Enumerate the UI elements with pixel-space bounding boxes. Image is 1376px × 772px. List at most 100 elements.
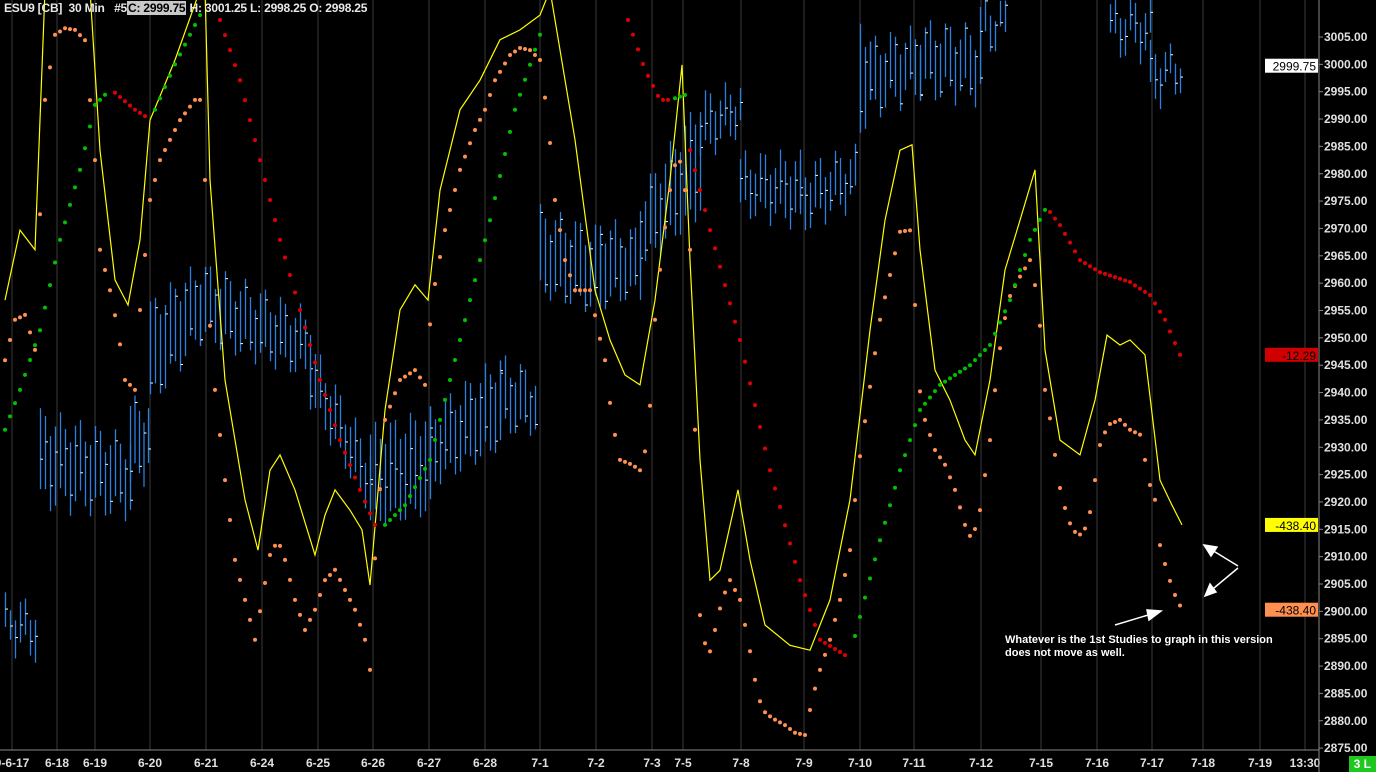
ma-dot-up — [178, 52, 182, 57]
orange-dot — [768, 714, 772, 719]
ma-dot-down — [273, 217, 277, 222]
orange-dot — [958, 505, 962, 510]
orange-dot — [463, 154, 467, 159]
orange-dot — [1068, 521, 1072, 526]
orange-dot — [138, 307, 142, 312]
ma-dot-down — [753, 403, 757, 408]
orange-dot — [398, 377, 402, 382]
ma-dot-up — [898, 468, 902, 473]
orange-dot — [998, 346, 1002, 351]
orange-dot — [833, 617, 837, 622]
ma-dot-up — [993, 331, 997, 336]
orange-dot — [983, 473, 987, 478]
y-tick-label: 2970.00 — [1324, 221, 1368, 235]
ma-dot-down — [783, 523, 787, 528]
y-tick-label: 2945.00 — [1324, 358, 1368, 372]
orange-dot — [128, 382, 132, 387]
ma-dot-down — [238, 78, 242, 83]
ma-dot-up — [1013, 283, 1017, 288]
orange-dot — [623, 459, 627, 464]
orange-dot — [168, 137, 172, 142]
ma-dot-down — [1058, 223, 1062, 228]
ma-dot-up — [973, 358, 977, 363]
ma-dot-up — [58, 237, 62, 242]
ma-dot-up — [198, 13, 202, 18]
orange-dot — [838, 597, 842, 602]
orange-dot — [633, 464, 637, 469]
orange-dot — [753, 677, 757, 682]
last-price-label: 2999.75 — [1273, 60, 1317, 74]
orange-dot — [1113, 419, 1117, 424]
ma-dot-down — [1153, 301, 1157, 306]
ma-dot-up — [78, 167, 82, 172]
orange-dot — [1033, 283, 1037, 288]
ma-dot-down — [278, 237, 282, 242]
ma-dot-down — [328, 408, 332, 413]
orange-dot — [588, 288, 592, 293]
status-badge[interactable]: 3 L — [1348, 756, 1376, 772]
orange-dot — [1058, 486, 1062, 491]
ma-dot-down — [1063, 231, 1067, 236]
ma-dot-up — [488, 218, 492, 223]
orange-dot — [423, 382, 427, 387]
x-tick-label: 6-26 — [361, 756, 385, 770]
orange-dot — [933, 447, 937, 452]
ma-dot-down — [688, 148, 692, 153]
ma-dot-down — [626, 18, 630, 23]
orange-dot — [418, 375, 422, 380]
x-tick-label: 7-5 — [674, 756, 692, 770]
orange-dot — [408, 371, 412, 376]
ma-dot-down — [708, 228, 712, 233]
x-tick-label: 6-19 — [83, 756, 107, 770]
ohl-values: H: 3001.25 L: 2998.25 O: 2998.25 — [189, 1, 368, 15]
orange-dot — [938, 455, 942, 460]
orange-dot — [113, 313, 117, 318]
orange-dot — [48, 65, 52, 70]
orange-dot — [718, 606, 722, 611]
ma-dot-down — [298, 307, 302, 312]
orange-dot — [338, 577, 342, 582]
orange-dot — [103, 268, 107, 273]
orange-dot — [1053, 452, 1057, 457]
ma-dot-down — [368, 511, 372, 516]
ma-dot-up — [878, 538, 882, 543]
ma-dot-down — [768, 468, 772, 473]
ma-dot-down — [823, 640, 827, 645]
orange-dot — [473, 127, 477, 132]
orange-dot — [148, 198, 152, 203]
orange-dot — [1008, 294, 1012, 299]
ma-dot-up — [478, 258, 482, 263]
ma-dot-up — [518, 92, 522, 97]
ma-dot-down — [713, 246, 717, 251]
x-tick-label: 6-21 — [194, 756, 218, 770]
ma-dot-up — [458, 338, 462, 343]
orange-dot — [233, 557, 237, 562]
ma-dot-up — [43, 305, 47, 310]
ma-dot-down — [1123, 278, 1127, 283]
ma-dot-down — [803, 593, 807, 598]
ma-dot-up — [398, 508, 402, 513]
orange-dot — [33, 347, 37, 352]
y-tick-label: 2875.00 — [1324, 741, 1368, 755]
orange-dot — [1103, 430, 1107, 435]
orange-dot — [553, 198, 557, 203]
ma-dot-down — [656, 93, 660, 98]
ma-dot-down — [343, 450, 347, 455]
ma-dot-down — [1138, 286, 1142, 291]
orange-dot — [243, 597, 247, 602]
ma-dot-down — [373, 522, 377, 527]
ma-dot-down — [763, 446, 767, 451]
annotation-line-2: does not move as well. — [1005, 647, 1125, 659]
orange-dot — [953, 487, 957, 492]
orange-dot — [583, 288, 587, 293]
ma-dot-down — [1053, 216, 1057, 221]
orange-dot — [763, 710, 767, 715]
orange-dot — [963, 522, 967, 527]
orange-dot — [8, 338, 12, 343]
orange-dot — [188, 104, 192, 109]
orange-dot — [373, 556, 377, 561]
y-tick-label: 2925.00 — [1324, 468, 1368, 482]
ma-dot-down — [268, 198, 272, 203]
orange-dot — [1138, 432, 1142, 437]
